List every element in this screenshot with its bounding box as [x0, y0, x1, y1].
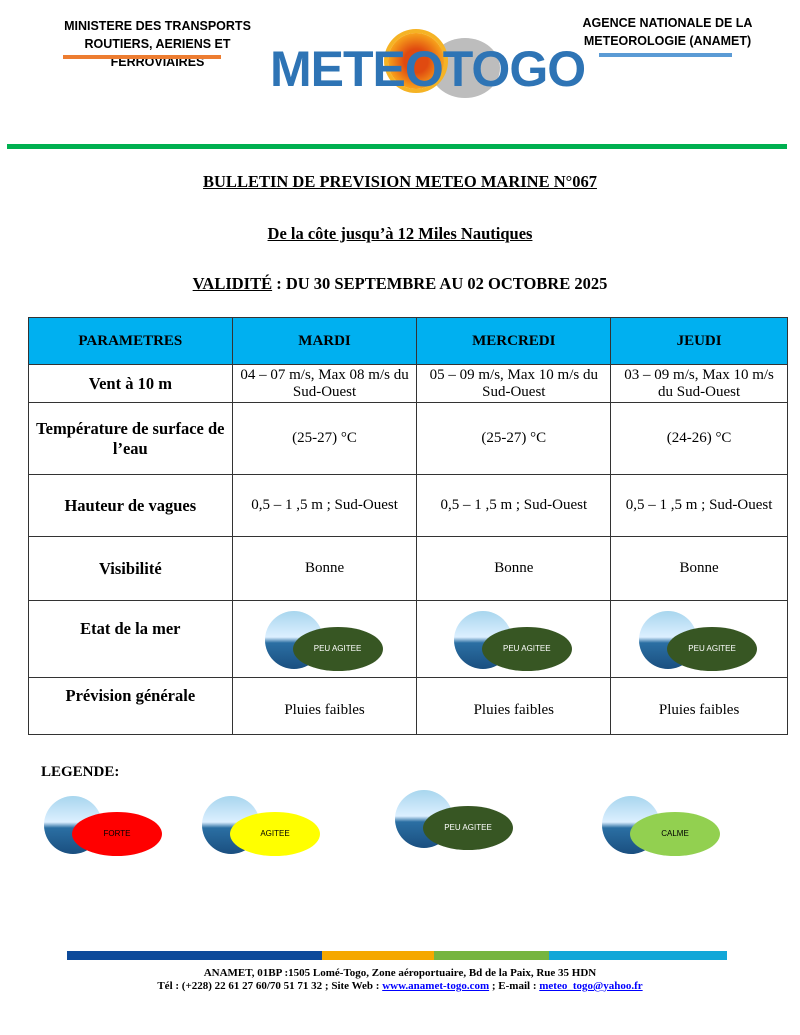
meteo-togo-logo: METEOTOGO: [270, 30, 586, 110]
table-row: Hauteur de vagues 0,5 – 1 ,5 m ; Sud-Oue…: [28, 474, 788, 537]
param-label: Prévision générale: [28, 677, 233, 735]
forecast-table: PARAMETRES MARDI MERCREDI JEUDI Vent à 1…: [28, 317, 788, 735]
agency-line2: METEOROLOGIE (ANAMET): [583, 34, 752, 48]
param-label: Visibilité: [28, 536, 233, 601]
legend-label: PEU AGITEE: [423, 806, 513, 850]
green-divider: [7, 144, 787, 149]
param-label: Température de surface de l’eau: [28, 402, 233, 475]
table-header-row: PARAMETRES MARDI MERCREDI JEUDI: [28, 317, 788, 365]
legend-label: FORTE: [72, 812, 162, 856]
param-label: Etat de la mer: [28, 600, 233, 678]
sea-state-label: PEU AGITEE: [481, 627, 572, 671]
legend-title: LEGENDE:: [41, 764, 120, 780]
sea-state-label: PEU AGITEE: [667, 627, 758, 671]
ministry-line1: MINISTERE DES TRANSPORTS: [64, 19, 251, 33]
orange-divider: [63, 55, 221, 59]
legend-calme: CALME: [602, 792, 732, 856]
email-link[interactable]: meteo_togo@yahoo.fr: [539, 980, 643, 992]
cell-value: 0,5 – 1 ,5 m ; Sud-Ouest: [231, 474, 418, 537]
table-row: Etat de la mer PEU AGITEE PEU AGITEE PEU…: [28, 600, 788, 678]
website-link[interactable]: www.anamet-togo.com: [382, 980, 490, 992]
sea-state-image: PEU AGITEE: [639, 607, 759, 671]
legend-forte: FORTE: [44, 792, 174, 856]
agency-name: AGENCE NATIONALE DE LA METEOROLOGIE (ANAM…: [570, 14, 765, 50]
param-label: Vent à 10 m: [28, 364, 233, 403]
footer-color-bar: [67, 951, 727, 960]
sea-state-cell: PEU AGITEE: [231, 600, 418, 678]
cell-value: Pluies faibles: [416, 677, 612, 735]
legend-peu-agitee: PEU AGITEE: [395, 786, 525, 850]
table-row: Vent à 10 m 04 – 07 m/s, Max 08 m/s du S…: [28, 364, 788, 403]
cell-value: 05 – 09 m/s, Max 10 m/s du Sud-Ouest: [416, 364, 612, 403]
validity-label: VALIDITÉ: [192, 274, 273, 293]
table-row: Température de surface de l’eau (25-27) …: [28, 402, 788, 475]
cell-value: (25-27) °C: [416, 402, 612, 475]
blue-divider: [599, 53, 732, 57]
cell-value: 04 – 07 m/s, Max 08 m/s du Sud-Ouest: [231, 364, 418, 403]
legend-label: AGITEE: [230, 812, 320, 856]
sea-state-image: PEU AGITEE: [453, 607, 574, 671]
footer-bar-cyan: [549, 951, 727, 960]
agency-line1: AGENCE NATIONALE DE LA: [582, 16, 753, 30]
cell-value: Bonne: [231, 536, 418, 601]
sea-state-image: PEU AGITEE: [264, 607, 385, 671]
legend-agitee: AGITEE: [202, 792, 332, 856]
footer-phone: Tél : (+228) 22 61 27 60/70 51 71 32 ; S…: [157, 980, 383, 992]
bulletin-subtitle: De la côte jusqu’à 12 Miles Nautiques: [267, 224, 533, 243]
footer-contact: Tél : (+228) 22 61 27 60/70 51 71 32 ; S…: [0, 980, 800, 992]
table-row: Visibilité Bonne Bonne Bonne: [28, 536, 788, 601]
footer-address: ANAMET, 01BP :1505 Lomé-Togo, Zone aérop…: [203, 967, 597, 979]
sun-icon: [388, 33, 444, 89]
ministry-name: MINISTERE DES TRANSPORTS ROUTIERS, AERIEN…: [50, 17, 265, 71]
cell-value: (25-27) °C: [231, 402, 418, 475]
footer-bar-orange: [322, 951, 434, 960]
cell-value: Bonne: [416, 536, 612, 601]
validity: VALIDITÉ : DU 30 SEPTEMBRE AU 02 OCTOBRE…: [0, 274, 800, 294]
cell-value: Pluies faibles: [231, 677, 418, 735]
header-parametres: PARAMETRES: [28, 317, 233, 365]
cell-value: Pluies faibles: [610, 677, 788, 735]
param-label: Hauteur de vagues: [28, 474, 233, 537]
footer-email-label: ; E-mail :: [489, 980, 540, 992]
footer-bar-green: [434, 951, 549, 960]
legend-label: CALME: [630, 812, 720, 856]
table-row: Prévision générale Pluies faibles Pluies…: [28, 677, 788, 735]
cell-value: 0,5 – 1 ,5 m ; Sud-Ouest: [610, 474, 788, 537]
validity-dates: : DU 30 SEPTEMBRE AU 02 OCTOBRE 2025: [272, 274, 608, 293]
cell-value: (24-26) °C: [610, 402, 788, 475]
bulletin-title: BULLETIN DE PREVISION METEO MARINE N°067: [203, 172, 597, 191]
ministry-line2: ROUTIERS, AERIENS ET FERROVIAIRES: [84, 37, 231, 69]
cell-value: 0,5 – 1 ,5 m ; Sud-Ouest: [416, 474, 612, 537]
header-jeudi: JEUDI: [610, 317, 788, 365]
header-mardi: MARDI: [231, 317, 418, 365]
header-mercredi: MERCREDI: [416, 317, 612, 365]
sea-state-cell: PEU AGITEE: [416, 600, 612, 678]
cell-value: 03 – 09 m/s, Max 10 m/s du Sud-Ouest: [610, 364, 788, 403]
sea-state-cell: PEU AGITEE: [610, 600, 788, 678]
logo-text: METEOTOGO: [270, 41, 586, 97]
cell-value: Bonne: [610, 536, 788, 601]
footer-bar-blue: [67, 951, 322, 960]
sea-state-label: PEU AGITEE: [292, 627, 383, 671]
